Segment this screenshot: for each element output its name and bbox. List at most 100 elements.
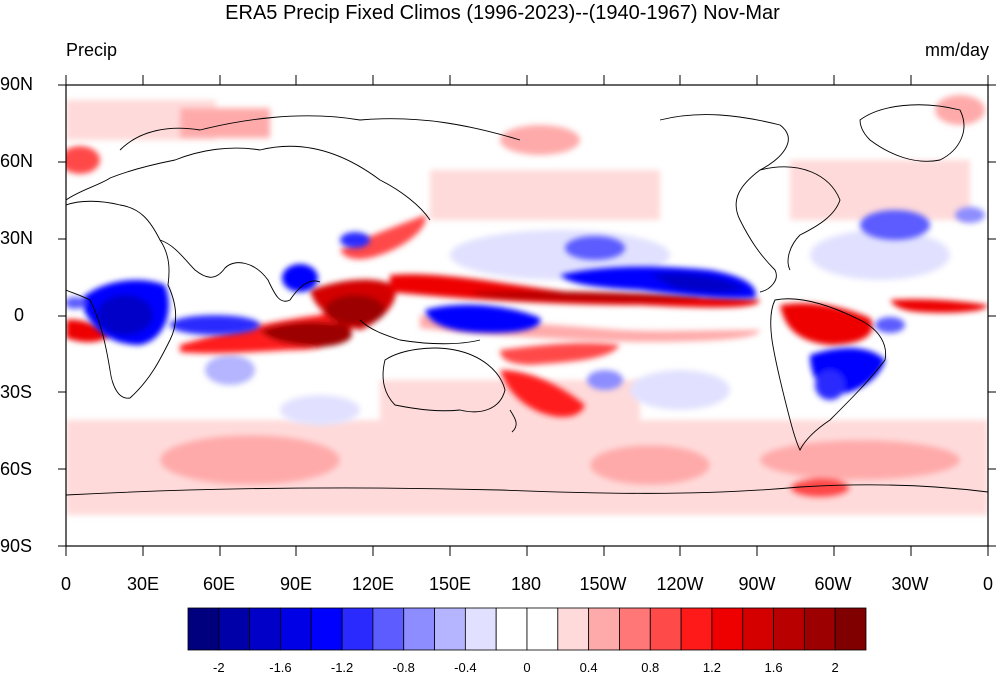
bay-of-bengal-negative	[282, 264, 318, 292]
west-africa-coast-negative	[66, 297, 85, 309]
antarctica-coast	[66, 484, 988, 496]
lon-label-150w: 150W	[579, 574, 627, 594]
colorbar-swatch	[557, 607, 590, 651]
lat-label-90n: 90N	[0, 74, 34, 94]
lat-label-60n: 60N	[0, 151, 34, 171]
europe-positive	[66, 146, 100, 174]
colorbar-swatch	[310, 607, 343, 651]
new-zealand-coast	[509, 409, 517, 433]
colorbar-tick-label: -2	[213, 660, 225, 675]
colorbar-tick-label: 1.2	[702, 660, 721, 675]
north-atlantic-negative	[860, 210, 930, 240]
colorbar-tick-label: 0.8	[641, 660, 660, 675]
colorbar-swatch	[372, 607, 405, 651]
antarctic-peninsula-positive	[790, 478, 850, 498]
colorbar-swatch	[187, 607, 220, 651]
units-label: mm/day	[924, 40, 989, 60]
south-pacific-negative	[587, 370, 623, 390]
colorbar-swatch	[464, 607, 497, 651]
colorbar-tick-label: 1.6	[764, 660, 783, 675]
colorbar-swatch	[218, 607, 251, 651]
colorbar-swatch	[588, 607, 620, 651]
west-indian-ocean-negative	[170, 315, 260, 335]
gulf-of-guinea-positive	[66, 319, 110, 343]
positive-anomalies	[66, 215, 988, 417]
colorbar-tick-label: 0.4	[579, 660, 598, 675]
colorbar-swatch	[711, 607, 744, 651]
east-china-negative	[340, 232, 370, 248]
lon-label-90e: 90E	[279, 574, 313, 594]
pacific-itcz-core	[470, 291, 700, 302]
east-indian-ocean-strong-positive	[260, 321, 352, 347]
atlantic-south-negative	[875, 317, 905, 333]
south-pacific-positive-plume	[500, 370, 585, 417]
colorbar	[187, 607, 867, 651]
lon-label-0: 0	[60, 574, 71, 594]
amazon-positive	[780, 303, 873, 345]
maritime-continent-core	[325, 295, 385, 325]
subtropical-pacific-negative	[565, 236, 625, 260]
eurasia-north-coast	[119, 115, 521, 151]
variable-label: Precip	[66, 40, 118, 60]
south-atlantic-positive	[760, 440, 960, 480]
colorbar-swatch	[803, 607, 836, 651]
lon-label-0-end: 0	[982, 574, 993, 594]
barents-positive	[180, 108, 270, 138]
colorbar-tick-label: -0.4	[454, 660, 477, 675]
atlantic-weak-negative	[810, 230, 950, 280]
south-america-coast	[770, 298, 887, 452]
colorbar-swatch	[249, 607, 281, 651]
chart-title: ERA5 Precip Fixed Climos (1996-2023)--(1…	[225, 2, 780, 24]
colorbar-swatch	[341, 607, 374, 651]
congo-strong-negative	[97, 295, 153, 335]
colorbar-swatch	[280, 607, 312, 651]
madagascar-negative	[205, 355, 255, 385]
colorbar-swatch	[403, 607, 435, 651]
colorbar-swatch	[526, 607, 559, 651]
north-america-west-coast	[659, 114, 789, 293]
indonesia-coast	[359, 319, 481, 345]
negative-anomalies	[66, 207, 985, 400]
colorbar-swatch	[495, 607, 528, 651]
colorbar-swatch	[680, 607, 713, 651]
colorbar-swatch	[649, 607, 682, 651]
coastlines	[66, 104, 988, 496]
atlantic-itcz-positive	[890, 299, 988, 313]
east-pacific-strong-negative	[650, 273, 745, 293]
iberia-negative	[955, 207, 985, 223]
parana-negative	[815, 370, 845, 400]
south-pacific-positive	[590, 445, 710, 485]
lat-label-30s: 30S	[0, 382, 33, 402]
axis-ticks	[58, 75, 996, 556]
north-atlantic-weak-positive	[790, 160, 970, 220]
lon-label-120w: 120W	[656, 574, 704, 594]
colorbar-swatch	[834, 607, 867, 651]
eurasia-south-coast	[66, 145, 431, 221]
arabia-india-coast	[159, 239, 321, 302]
lon-label-150e: 150E	[428, 574, 472, 594]
lon-label-30e: 30E	[126, 574, 160, 594]
south-china-sea-positive	[340, 215, 426, 260]
lon-label-60e: 60E	[202, 574, 236, 594]
lat-label-0: 0	[14, 305, 25, 325]
lat-label-30n: 30N	[0, 228, 34, 248]
colorbar-tick-label: -1.6	[269, 660, 292, 675]
lon-label-30w: 30W	[891, 574, 929, 594]
lon-label-120e: 120E	[351, 574, 395, 594]
lon-label-180: 180	[510, 574, 542, 594]
lon-label-90w: 90W	[738, 574, 776, 594]
greenland-coast	[859, 104, 965, 162]
spcz-positive	[500, 342, 620, 365]
west-pacific-negative	[425, 304, 541, 333]
lat-label-90s: 90S	[0, 536, 33, 556]
lon-label-60w: 60W	[814, 574, 852, 594]
colorbar-tick-label: -0.8	[392, 660, 415, 675]
colorbar-swatch	[773, 607, 805, 651]
bering-positive	[500, 125, 580, 155]
north-america-east-coast	[759, 166, 841, 271]
anomaly-field	[66, 95, 988, 515]
lat-label-60s: 60S	[0, 459, 33, 479]
indian-ocean-weak-negative	[280, 395, 360, 425]
weak-positive-areas	[66, 95, 988, 515]
